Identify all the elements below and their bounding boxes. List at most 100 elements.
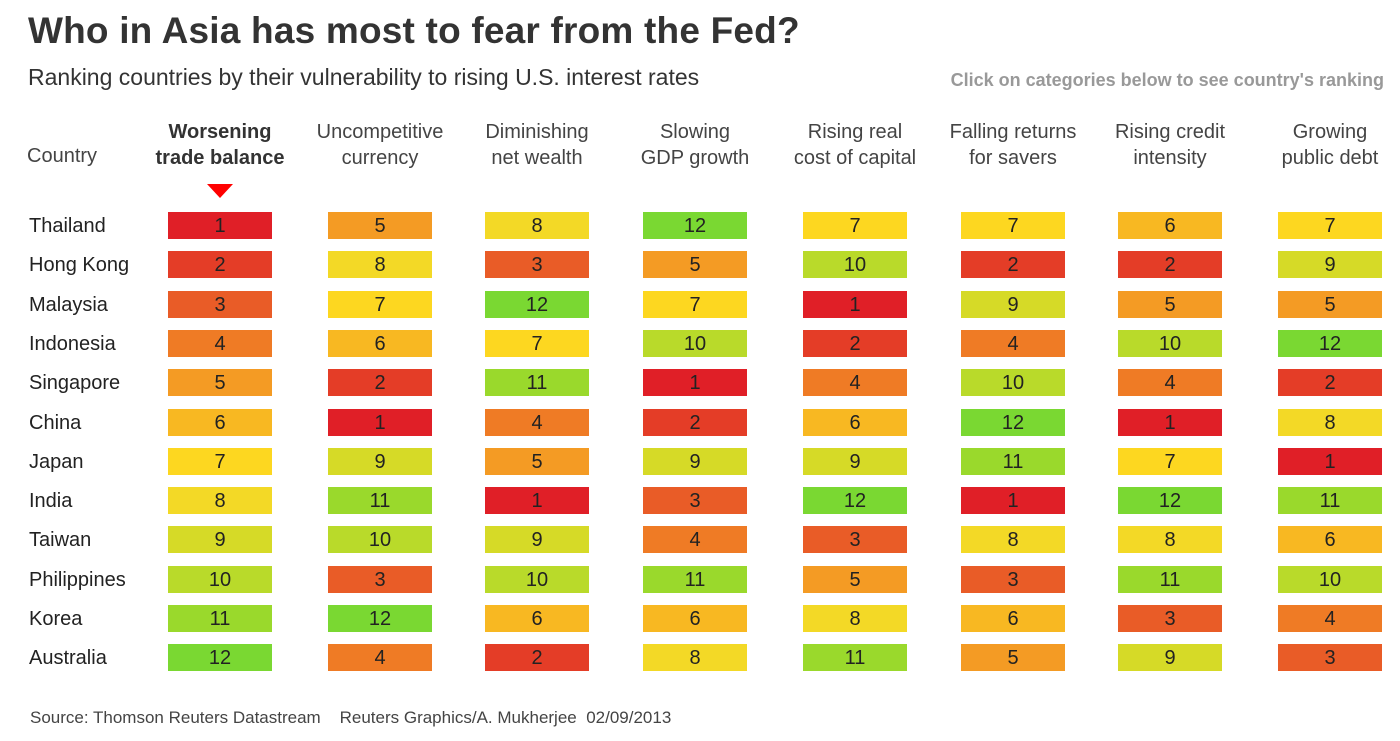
rank-cell: 7 bbox=[168, 447, 272, 475]
rank-cell: 8 bbox=[803, 605, 907, 632]
rank-cell: 7 bbox=[803, 212, 907, 239]
rank-cell: 10 bbox=[961, 369, 1065, 397]
country-label: Malaysia bbox=[29, 293, 108, 316]
rank-cell: 6 bbox=[1278, 526, 1382, 554]
rank-cell: 7 bbox=[961, 212, 1065, 239]
category-header-line: for savers bbox=[969, 147, 1057, 169]
rank-cell: 10 bbox=[485, 565, 589, 593]
rank-cell: 12 bbox=[803, 487, 907, 515]
rank-cell: 8 bbox=[1278, 408, 1382, 436]
category-header[interactable]: Growing public debt bbox=[1250, 119, 1400, 171]
rank-cell: 2 bbox=[1118, 251, 1222, 279]
rank-cell: 9 bbox=[168, 526, 272, 554]
country-label: Taiwan bbox=[29, 529, 92, 552]
country-label: Singapore bbox=[29, 372, 121, 395]
rank-cell: 4 bbox=[643, 526, 747, 554]
rank-cell: 3 bbox=[1118, 605, 1222, 632]
category-header-line: Uncompetitive bbox=[316, 121, 444, 143]
rank-cell: 9 bbox=[1118, 644, 1222, 672]
country-label: Indonesia bbox=[29, 332, 116, 355]
rank-cell: 7 bbox=[485, 329, 589, 357]
rank-cell: 4 bbox=[803, 369, 907, 397]
country-label: Philippines bbox=[29, 568, 126, 591]
category-header-line: currency bbox=[341, 147, 419, 169]
rank-cell: 1 bbox=[643, 369, 747, 397]
rank-cell: 6 bbox=[485, 605, 589, 632]
category-header-line: Worsening bbox=[168, 121, 272, 143]
rank-cell: 7 bbox=[328, 290, 432, 318]
category-header[interactable]: Rising real cost of capital bbox=[775, 119, 935, 171]
category-header-line: public debt bbox=[1281, 147, 1379, 169]
rank-cell: 5 bbox=[1278, 290, 1382, 318]
rank-cell: 9 bbox=[328, 447, 432, 475]
rank-cell: 1 bbox=[485, 487, 589, 515]
rank-cell: 10 bbox=[643, 329, 747, 357]
rank-cell: 5 bbox=[803, 565, 907, 593]
category-header[interactable]: Slowing GDP growth bbox=[615, 119, 775, 171]
rank-cell: 7 bbox=[1118, 447, 1222, 475]
country-label: Australia bbox=[29, 647, 107, 670]
rank-cell: 5 bbox=[328, 212, 432, 239]
rank-cell: 2 bbox=[643, 408, 747, 436]
rank-cell: 6 bbox=[803, 408, 907, 436]
rank-cell: 2 bbox=[485, 644, 589, 672]
rank-cell: 12 bbox=[168, 644, 272, 672]
rank-cell: 1 bbox=[328, 408, 432, 436]
rank-cell: 11 bbox=[328, 487, 432, 515]
rank-cell: 8 bbox=[1118, 526, 1222, 554]
rank-cell: 3 bbox=[961, 565, 1065, 593]
instruction-hint: Click on categories below to see country… bbox=[950, 70, 1384, 90]
category-header-line: trade balance bbox=[155, 147, 285, 169]
rank-cell: 9 bbox=[485, 526, 589, 554]
category-header[interactable]: Rising credit intensity bbox=[1090, 119, 1250, 171]
rank-cell: 3 bbox=[168, 290, 272, 318]
rank-cell: 1 bbox=[1118, 408, 1222, 436]
rank-cell: 7 bbox=[1278, 212, 1382, 239]
rank-cell: 10 bbox=[168, 565, 272, 593]
category-header[interactable]: Diminishing net wealth bbox=[457, 119, 617, 171]
rank-cell: 12 bbox=[643, 212, 747, 239]
rank-cell: 6 bbox=[643, 605, 747, 632]
rank-cell: 11 bbox=[961, 447, 1065, 475]
category-header[interactable]: Falling returns for savers bbox=[933, 119, 1093, 171]
category-header-line: intensity bbox=[1133, 147, 1207, 169]
rank-cell: 2 bbox=[961, 251, 1065, 279]
rank-cell: 4 bbox=[1118, 369, 1222, 397]
rank-cell: 5 bbox=[643, 251, 747, 279]
rank-cell: 11 bbox=[803, 644, 907, 672]
category-header[interactable]: Uncompetitive currency bbox=[300, 119, 460, 171]
rank-cell: 12 bbox=[1278, 329, 1382, 357]
category-header-line: Growing bbox=[1292, 121, 1368, 143]
rank-cell: 10 bbox=[1278, 565, 1382, 593]
rank-cell: 11 bbox=[1118, 565, 1222, 593]
rank-cell: 5 bbox=[485, 447, 589, 475]
rank-cell: 12 bbox=[1118, 487, 1222, 515]
rank-cell: 11 bbox=[643, 565, 747, 593]
rank-cell: 12 bbox=[961, 408, 1065, 436]
category-header[interactable]: Worsening trade balance bbox=[140, 119, 300, 171]
rank-cell: 10 bbox=[328, 526, 432, 554]
rank-cell: 6 bbox=[961, 605, 1065, 632]
country-label: Hong Kong bbox=[29, 254, 130, 277]
country-column-header: Country bbox=[27, 145, 98, 167]
rank-cell: 6 bbox=[328, 329, 432, 357]
rank-cell: 1 bbox=[1278, 447, 1382, 475]
rank-cell: 9 bbox=[803, 447, 907, 475]
rank-cell: 4 bbox=[328, 644, 432, 672]
rank-cell: 4 bbox=[168, 329, 272, 357]
rank-cell: 11 bbox=[168, 605, 272, 632]
category-header-line: Rising credit bbox=[1114, 121, 1226, 143]
rank-cell: 9 bbox=[961, 290, 1065, 318]
rank-cell: 8 bbox=[328, 251, 432, 279]
rank-cell: 2 bbox=[803, 329, 907, 357]
source-note: Source: Thomson Reuters Datastream Reute… bbox=[30, 708, 672, 727]
rank-cell: 12 bbox=[328, 605, 432, 632]
country-label: Japan bbox=[29, 450, 84, 473]
country-label: China bbox=[29, 411, 82, 434]
category-header-line: Diminishing bbox=[485, 121, 589, 143]
rank-cell: 8 bbox=[168, 487, 272, 515]
active-category-marker-icon bbox=[207, 184, 233, 198]
rank-cell: 2 bbox=[328, 369, 432, 397]
rank-cell: 2 bbox=[168, 251, 272, 279]
rank-cell: 2 bbox=[1278, 369, 1382, 397]
